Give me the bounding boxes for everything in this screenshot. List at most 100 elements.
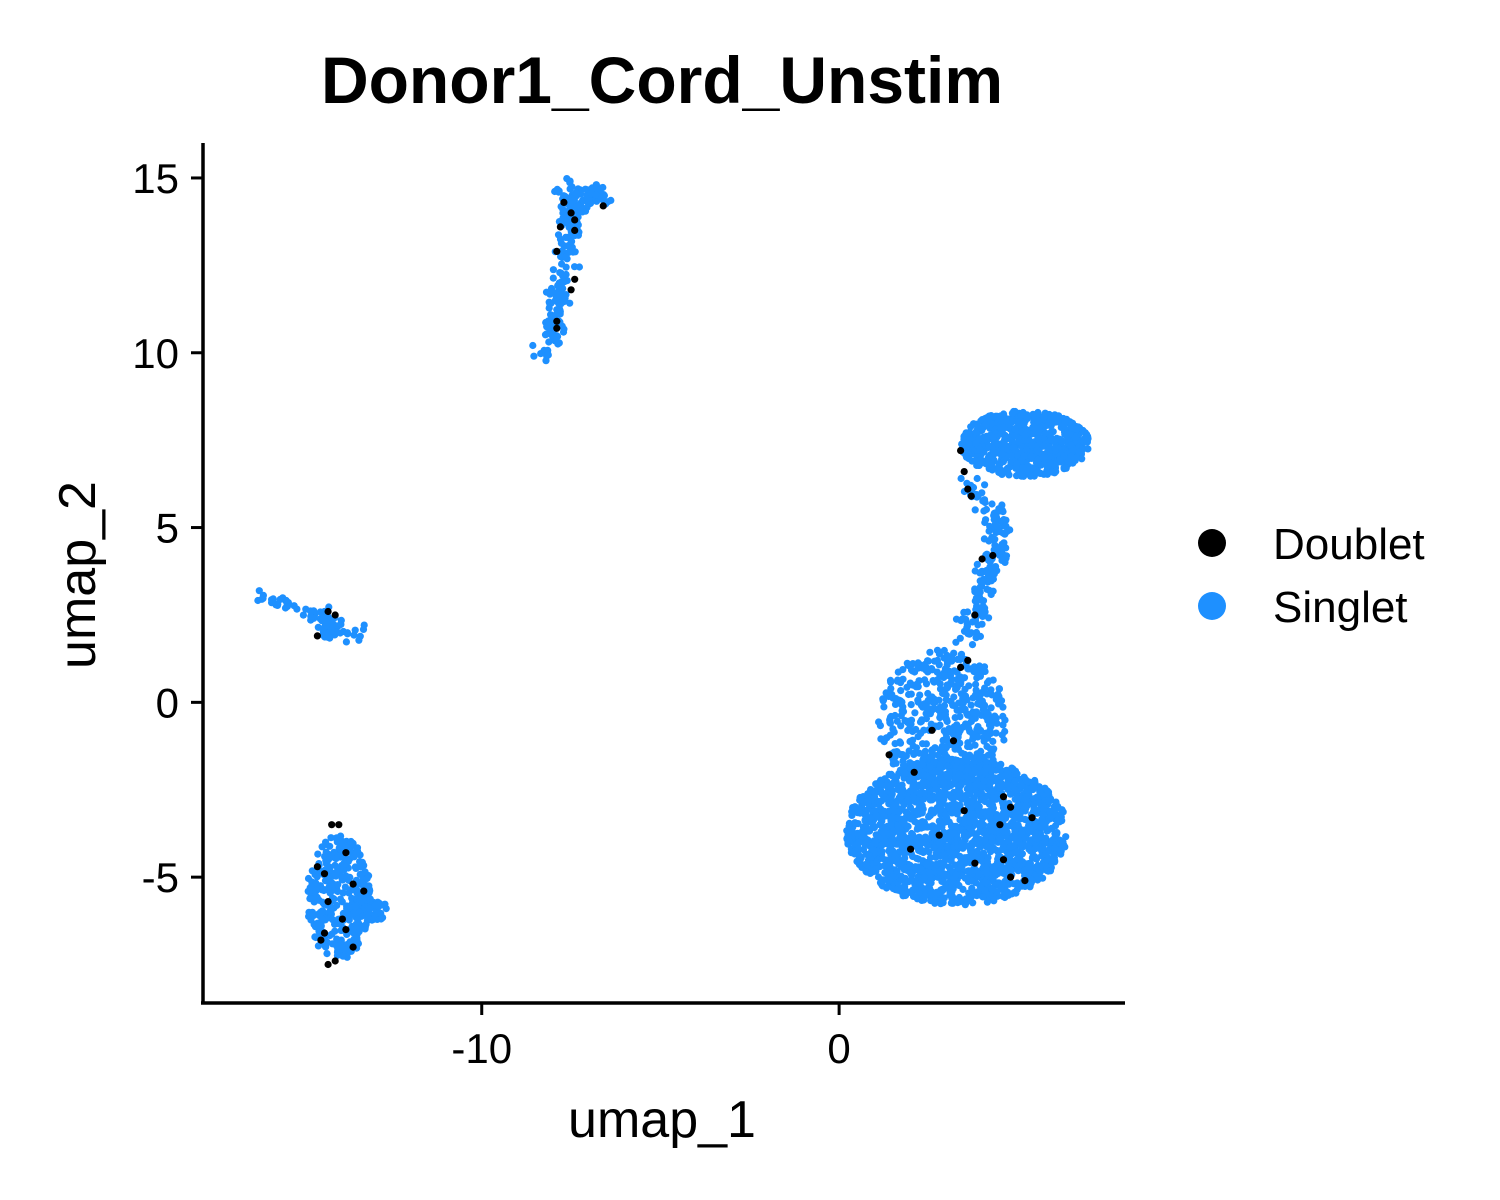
singlet-point [997, 884, 1005, 892]
singlet-point [953, 721, 961, 729]
singlet-point [987, 412, 995, 420]
doublet-point [556, 223, 565, 231]
singlet-point [972, 594, 981, 602]
singlet-point [922, 715, 931, 723]
singlet-point [1034, 435, 1042, 443]
singlet-point [990, 794, 998, 802]
singlet-point [530, 352, 538, 360]
singlet-point [1060, 421, 1068, 429]
doublet-point [1007, 873, 1015, 881]
singlet-point [950, 829, 958, 837]
singlet-point [1013, 451, 1022, 459]
singlet-point [943, 843, 951, 851]
singlet-point [890, 802, 898, 810]
x-tick-label: -10 [451, 1025, 512, 1072]
singlet-point [1022, 796, 1030, 804]
singlet-point [888, 772, 896, 780]
singlet-point [960, 608, 968, 617]
singlet-point [948, 809, 956, 817]
singlet-point [351, 903, 359, 911]
singlet-point [898, 835, 906, 843]
singlet-point [981, 797, 989, 806]
singlet-point [993, 858, 1002, 867]
singlet-point [1011, 425, 1019, 433]
singlet-point [935, 791, 943, 800]
singlet-point [989, 756, 997, 764]
singlet-point [940, 779, 948, 787]
singlet-point [559, 205, 567, 213]
doublet-point [317, 936, 325, 944]
singlet-point [1064, 457, 1072, 465]
singlet-point [935, 706, 943, 714]
singlet-point [943, 661, 951, 669]
doublet-point [1021, 877, 1029, 885]
singlet-point [986, 822, 994, 830]
singlet-point [965, 868, 973, 876]
singlet-point [317, 922, 325, 930]
singlet-point [956, 801, 964, 810]
singlet-point [980, 849, 988, 857]
singlet-point [980, 496, 989, 504]
singlet-point [992, 729, 1000, 737]
doublet-point [967, 492, 975, 500]
singlet-point [366, 895, 374, 903]
singlet-point [956, 860, 964, 868]
singlet-point [919, 756, 927, 764]
singlet-point [947, 668, 955, 676]
singlet-point [978, 459, 986, 467]
singlet-point [980, 808, 988, 816]
singlet-point [988, 500, 996, 508]
singlet-point [985, 586, 994, 595]
axes: -10 0 15 10 5 0 -5 [132, 143, 1125, 1072]
singlet-point [1014, 821, 1022, 829]
singlet-point [853, 857, 861, 866]
singlet-point [947, 866, 955, 874]
singlet-point [985, 614, 993, 622]
singlet-point [560, 325, 568, 333]
doublet-point [313, 863, 321, 871]
singlet-point [993, 543, 1001, 552]
singlet-point [985, 527, 993, 535]
singlet-point [314, 882, 322, 891]
singlet-point [909, 852, 917, 861]
doublet-point [328, 821, 336, 829]
singlet-point [845, 819, 854, 828]
singlet-point [592, 191, 600, 199]
singlet-point [997, 430, 1005, 438]
singlet-point [1012, 460, 1021, 468]
singlet-point [995, 527, 1004, 536]
singlet-point [1075, 448, 1083, 456]
singlet-point [973, 560, 981, 569]
singlet-point [955, 770, 964, 778]
singlet-point [856, 793, 864, 802]
singlet-point [887, 685, 895, 693]
singlet-point [377, 915, 385, 923]
singlet-point [973, 602, 981, 610]
singlet-point [947, 899, 956, 907]
singlet-point [867, 814, 875, 822]
singlet-point [350, 853, 358, 861]
singlet-point [926, 796, 934, 804]
singlet-point [930, 758, 938, 766]
singlet-point [554, 231, 563, 239]
singlet-point [1037, 823, 1045, 831]
singlet-point [943, 762, 952, 771]
singlet-point [938, 896, 946, 904]
doublet-point [960, 807, 968, 815]
singlet-point [1059, 838, 1067, 846]
singlet-point [973, 709, 981, 717]
singlet-point [897, 687, 905, 695]
doublet-point [1028, 814, 1036, 822]
singlet-point [967, 846, 975, 855]
doublet-point [313, 632, 321, 640]
singlet-point [957, 843, 966, 851]
singlet-point [936, 761, 944, 770]
singlet-point [908, 814, 916, 823]
singlet-point [1028, 441, 1036, 449]
singlet-point [952, 822, 960, 831]
singlet-point [978, 783, 986, 791]
singlet-point [988, 466, 996, 474]
singlet-point [1022, 802, 1030, 811]
singlet-point [972, 439, 980, 447]
singlet-point [845, 836, 853, 845]
